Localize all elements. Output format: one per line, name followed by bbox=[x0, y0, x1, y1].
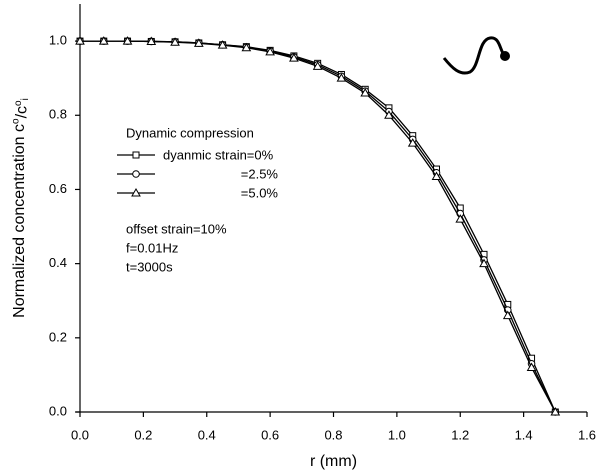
y-axis-label-part: o bbox=[10, 118, 21, 124]
y-tick-label: 0.8 bbox=[49, 107, 67, 122]
y-tick-label: 1.0 bbox=[49, 33, 67, 48]
marker bbox=[170, 37, 180, 46]
y-axis-label-part: i bbox=[20, 98, 31, 100]
legend-label: dyanmic strain=0% bbox=[163, 147, 274, 162]
marker bbox=[407, 138, 418, 147]
marker bbox=[431, 171, 442, 180]
x-tick-label: 1.2 bbox=[451, 427, 469, 442]
marker bbox=[526, 362, 537, 371]
x-tick-label: 0.2 bbox=[134, 427, 152, 442]
marker bbox=[146, 36, 157, 45]
y-tick-label: 0.6 bbox=[49, 181, 67, 196]
legend-marker bbox=[131, 187, 141, 197]
y-axis-label-part: Normalized concentration c bbox=[11, 124, 28, 318]
x-tick-label: 1.0 bbox=[388, 427, 406, 442]
x-tick-label: 0.6 bbox=[261, 427, 279, 442]
x-tick-label: 1.4 bbox=[515, 427, 533, 442]
marker bbox=[312, 61, 323, 70]
x-tick-label: 0.0 bbox=[71, 427, 89, 442]
marker bbox=[455, 214, 466, 223]
y-tick-label: 0.2 bbox=[49, 329, 67, 344]
x-tick-label: 0.8 bbox=[324, 427, 342, 442]
y-tick-label: 0.0 bbox=[49, 403, 67, 418]
marker bbox=[98, 36, 109, 45]
x-tick-label: 0.4 bbox=[198, 427, 216, 442]
annotation: t=3000s bbox=[126, 259, 173, 274]
legend-label: =2.5% bbox=[241, 166, 279, 181]
marker bbox=[479, 258, 489, 268]
marker bbox=[502, 310, 513, 320]
marker bbox=[75, 36, 85, 45]
y-axis-label-part: /c bbox=[14, 106, 31, 118]
annotation: offset strain=10% bbox=[126, 221, 227, 236]
marker bbox=[217, 40, 228, 49]
legend-title: Dynamic compression bbox=[126, 125, 254, 140]
x-tick-label: 1.6 bbox=[578, 427, 596, 442]
marker bbox=[241, 42, 252, 52]
marker bbox=[550, 406, 561, 416]
marker bbox=[336, 73, 347, 82]
legend-marker bbox=[132, 170, 140, 178]
y-tick-label: 0.4 bbox=[49, 255, 67, 270]
icon bbox=[442, 36, 510, 75]
y-axis-label-part: o bbox=[13, 100, 24, 106]
marker bbox=[265, 46, 275, 56]
annotation: f=0.01Hz bbox=[126, 240, 178, 255]
marker bbox=[289, 53, 299, 62]
marker bbox=[360, 88, 371, 97]
x-axis-label: r (mm) bbox=[310, 453, 357, 470]
marker bbox=[384, 110, 394, 119]
legend-marker bbox=[132, 151, 140, 159]
y-axis-label: Normalized concentration co/coi bbox=[10, 98, 31, 318]
legend-label: =5.0% bbox=[241, 185, 279, 200]
marker bbox=[122, 36, 133, 45]
marker bbox=[193, 38, 204, 47]
